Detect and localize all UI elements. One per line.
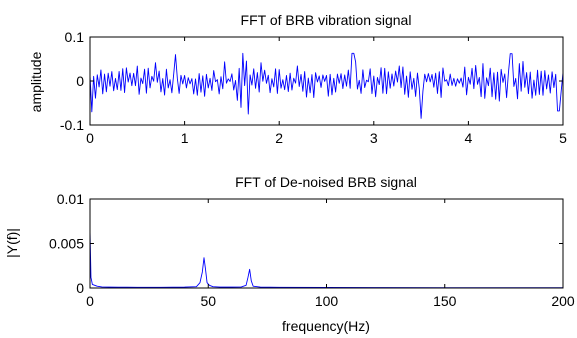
top-plot-title: FFT of BRB vibration signal xyxy=(241,12,412,28)
bottom-xtick-label: 50 xyxy=(200,293,216,309)
bottom-yticks: 0 0.005 0.01 xyxy=(49,191,563,296)
denoised-fft-plot: FFT of De-noised BRB signal |Y(f)| frequ… xyxy=(4,174,575,334)
bottom-ytick-label: 0.005 xyxy=(49,236,84,252)
top-ytick-label: 0 xyxy=(76,73,84,89)
top-xtick-label: 0 xyxy=(86,130,94,146)
bottom-xtick-label: 0 xyxy=(86,293,94,309)
bottom-plot-xlabel: frequency(Hz) xyxy=(282,318,370,334)
bottom-series-line xyxy=(89,230,563,289)
bottom-plot-title: FFT of De-noised BRB signal xyxy=(235,174,417,190)
top-ytick-label: 0.1 xyxy=(65,29,85,45)
bottom-xtick-label: 100 xyxy=(315,293,339,309)
bottom-xticks: 0 50 100 150 200 xyxy=(86,199,575,309)
top-ytick-label: -0.1 xyxy=(60,117,84,133)
top-xtick-label: 1 xyxy=(181,130,189,146)
top-xtick-label: 5 xyxy=(559,130,567,146)
top-plot-frame xyxy=(89,36,564,126)
top-series xyxy=(89,52,564,119)
top-xtick-label: 3 xyxy=(370,130,378,146)
bottom-ytick-label: 0 xyxy=(76,280,84,296)
bottom-series xyxy=(89,230,563,289)
top-xtick-label: 4 xyxy=(465,130,473,146)
top-plot-ylabel: amplitude xyxy=(28,51,44,112)
bottom-xtick-label: 150 xyxy=(433,293,457,309)
top-xtick-label: 2 xyxy=(275,130,283,146)
top-xticks: 0 1 2 3 4 5 xyxy=(86,37,567,146)
bottom-xtick-label: 200 xyxy=(551,293,575,309)
top-yticks: -0.1 0 0.1 xyxy=(60,29,563,133)
bottom-ytick-label: 0.01 xyxy=(57,191,84,207)
top-series-line xyxy=(89,52,564,119)
bottom-plot-ylabel: |Y(f)| xyxy=(4,228,20,258)
bottom-plot-frame xyxy=(89,198,564,289)
vibration-signal-plot: FFT of BRB vibration signal amplitude 0 1… xyxy=(28,12,567,146)
